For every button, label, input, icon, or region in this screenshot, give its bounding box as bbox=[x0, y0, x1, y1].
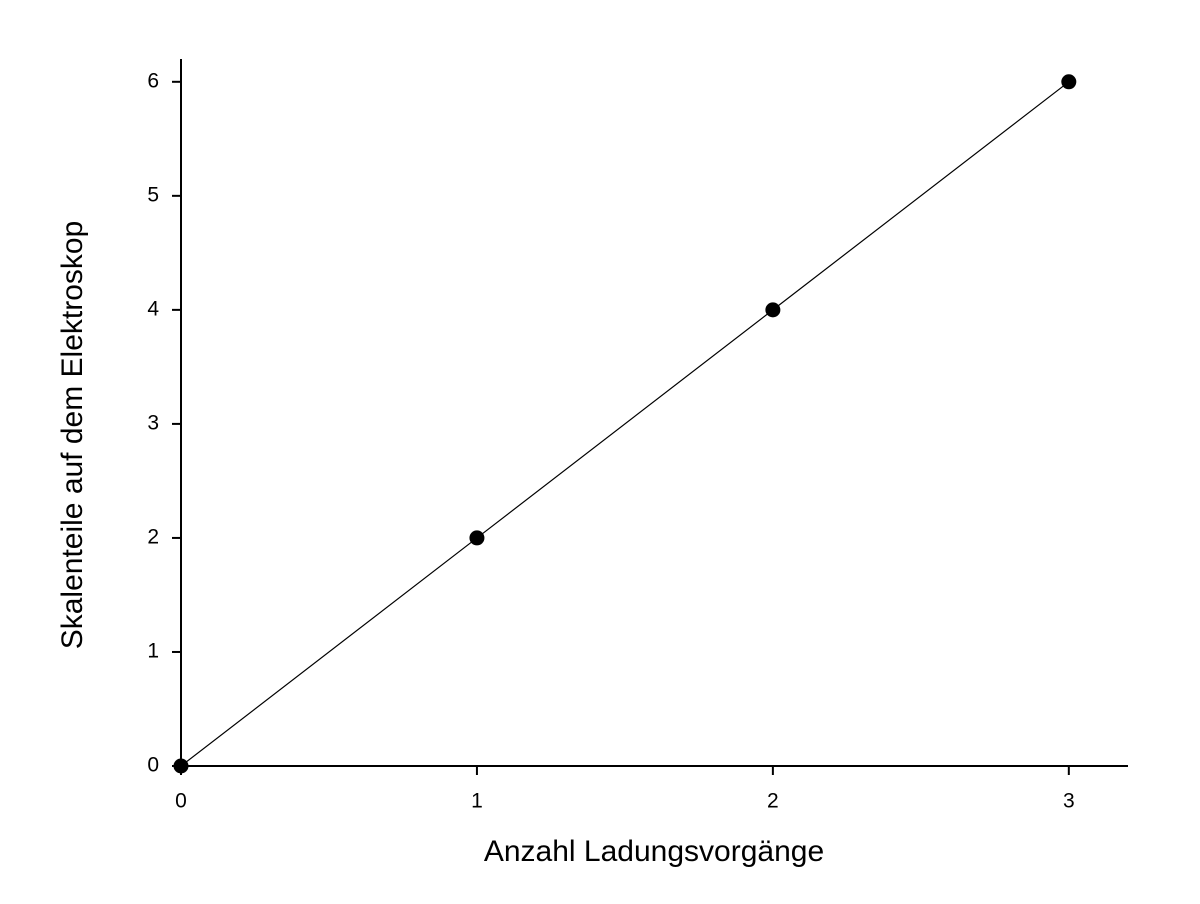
point bbox=[1061, 74, 1077, 90]
y-tick-label: 1 bbox=[147, 640, 159, 663]
y-tick-label: 3 bbox=[147, 411, 159, 434]
y-tick-label: 4 bbox=[147, 297, 159, 320]
y-tick-label: 2 bbox=[147, 525, 159, 548]
line bbox=[180, 81, 1070, 767]
point bbox=[173, 758, 189, 774]
x-axis-title: Anzahl Ladungsvorgänge bbox=[484, 835, 824, 868]
x-tick-label: 1 bbox=[471, 790, 483, 813]
x-tick-label: 3 bbox=[1063, 790, 1075, 813]
x-tick-label: 0 bbox=[175, 790, 187, 813]
point bbox=[469, 530, 485, 546]
x-tick-label: 2 bbox=[767, 790, 779, 813]
y-tick-label: 0 bbox=[147, 754, 159, 777]
y-tick-label: 5 bbox=[147, 183, 159, 206]
y-tick-label: 6 bbox=[147, 69, 159, 92]
point bbox=[765, 302, 781, 318]
y-axis-title: Skalenteile auf dem Elektroskop bbox=[56, 221, 89, 650]
